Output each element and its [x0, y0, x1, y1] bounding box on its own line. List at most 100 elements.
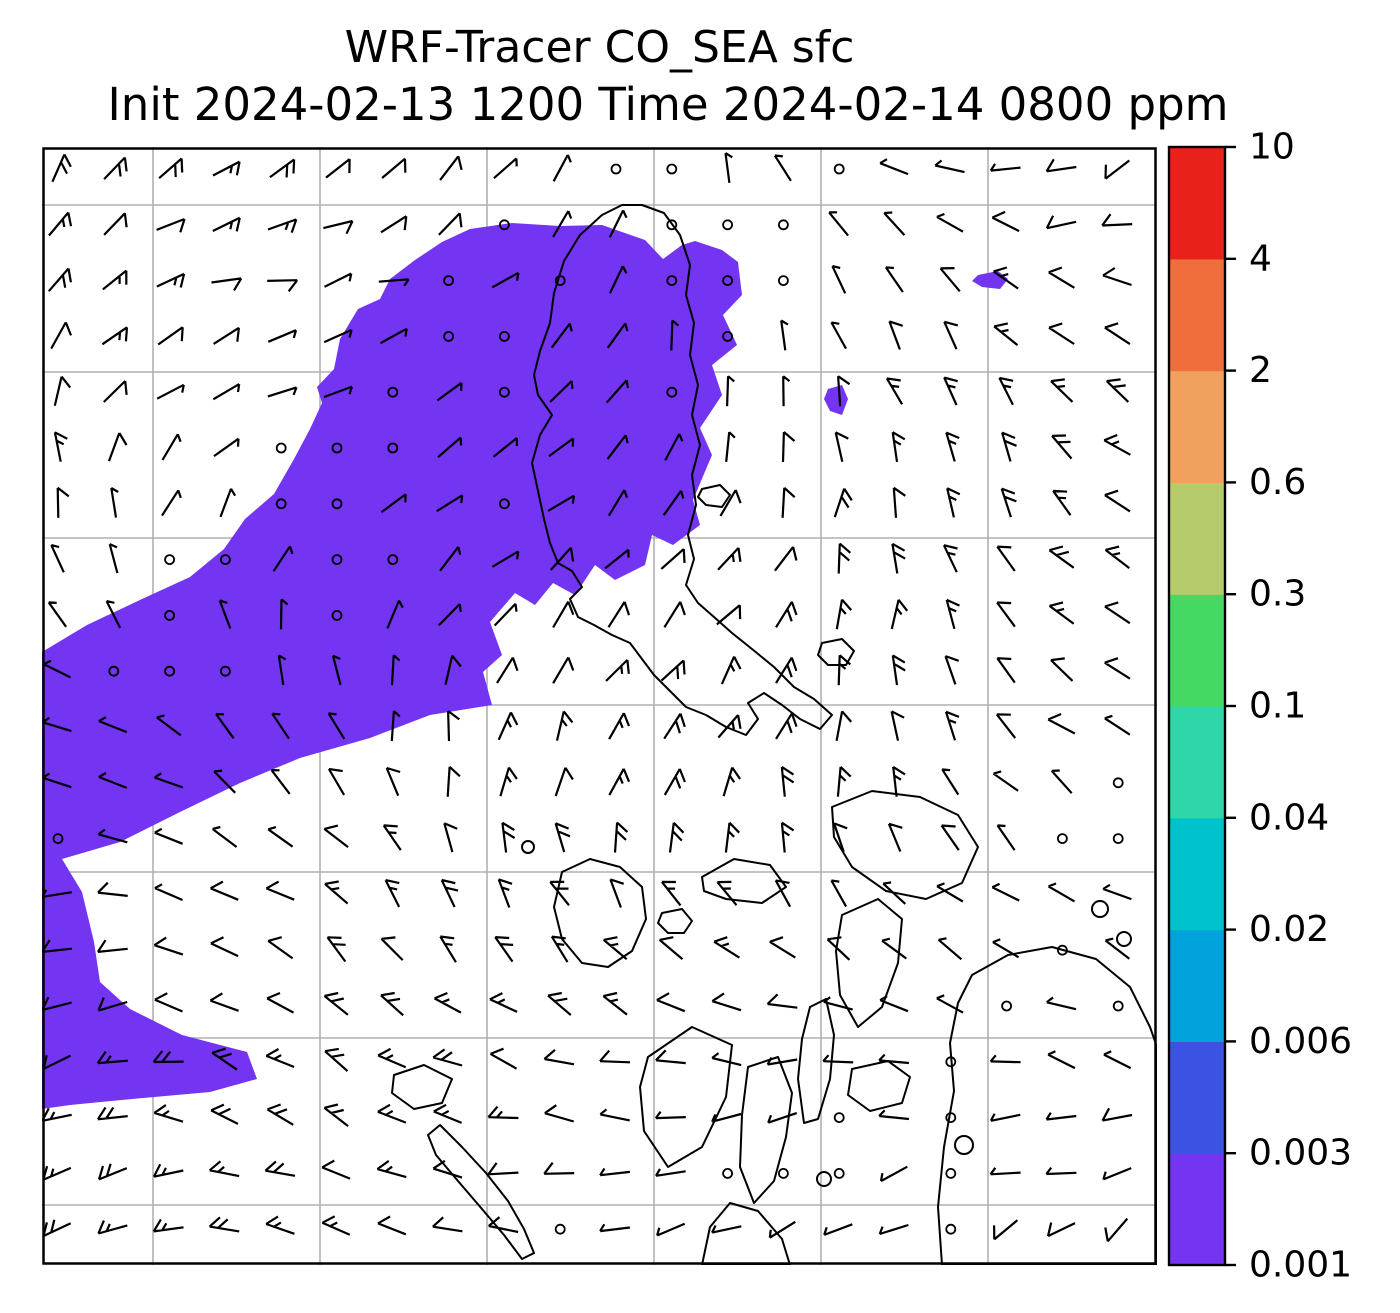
calm-wind-marker — [945, 1056, 957, 1068]
coastline-bohol — [847, 1060, 911, 1112]
coastline-panay — [639, 1026, 733, 1168]
coastline-samar — [831, 790, 979, 900]
calm-wind-marker — [945, 1168, 957, 1179]
wind-barbs — [42, 152, 1133, 1243]
colorbar-band — [1169, 929, 1225, 1042]
calm-wind-marker — [52, 833, 64, 844]
calm-wind-marker — [833, 1112, 845, 1123]
coastline-mindoro — [553, 858, 647, 968]
tracer-plume-region — [42, 223, 1008, 1109]
calm-wind-marker — [1112, 1000, 1124, 1012]
calm-wind-marker — [219, 554, 231, 566]
plot-title: WRF-Tracer CO_SEA sfc — [344, 22, 855, 73]
tracer-plume-patch — [824, 385, 848, 415]
calm-wind-marker — [778, 275, 789, 287]
calm-wind-marker — [666, 219, 678, 231]
colorbar-tick-label: 4 — [1249, 238, 1272, 279]
calm-wind-marker — [1001, 1000, 1012, 1012]
calm-wind-marker — [331, 609, 343, 621]
colorbar-band — [1169, 817, 1225, 931]
calm-wind-marker — [722, 219, 733, 231]
calm-wind-marker — [722, 1168, 733, 1179]
coastline-island — [391, 1064, 453, 1110]
calm-wind-marker — [666, 386, 678, 398]
calm-wind-marker — [331, 442, 343, 454]
coastline-islet — [1116, 931, 1132, 947]
colorbar-tick-label: 0.04 — [1249, 797, 1329, 838]
calm-wind-marker — [387, 554, 399, 566]
colorbar-tick-label: 0.1 — [1249, 686, 1306, 727]
coastline-island — [657, 908, 693, 934]
coastline-island — [817, 638, 855, 666]
calm-wind-marker — [722, 330, 733, 342]
colorbar-tick-label: 0.001 — [1249, 1245, 1352, 1284]
colorbar-band — [1169, 370, 1225, 483]
calm-wind-marker — [554, 1223, 566, 1235]
coastline-masbate — [701, 858, 787, 904]
colorbar-band — [1169, 147, 1225, 260]
coastline-leyte — [835, 898, 903, 1028]
calm-wind-marker — [443, 330, 455, 342]
calm-wind-marker — [498, 219, 510, 231]
calm-wind-marker — [498, 330, 510, 342]
colorbar-tick-label: 10 — [1249, 131, 1295, 168]
calm-wind-marker — [331, 554, 343, 566]
coastline-luzon — [531, 204, 833, 736]
colorbar-band — [1169, 594, 1225, 707]
calm-wind-marker — [219, 665, 231, 677]
wind-barbs-layer — [42, 152, 1133, 1243]
calm-wind-marker — [722, 275, 733, 287]
colorbar-tick-label: 0.02 — [1249, 909, 1329, 950]
calm-wind-marker — [666, 275, 678, 287]
calm-wind-marker — [1112, 833, 1124, 844]
colorbar-tick-label: 0.3 — [1249, 574, 1306, 615]
calm-wind-marker — [164, 665, 175, 677]
calm-wind-marker — [387, 442, 399, 454]
calm-wind-marker — [610, 163, 622, 175]
colorbar-tick-label: 2 — [1249, 350, 1272, 391]
calm-wind-marker — [778, 1168, 789, 1179]
calm-wind-marker — [1057, 833, 1068, 844]
coastline-islet — [816, 1171, 832, 1187]
colorbar-band — [1169, 1041, 1225, 1154]
calm-wind-marker — [387, 386, 399, 398]
calm-wind-marker — [945, 1112, 957, 1123]
calm-wind-marker — [498, 386, 510, 398]
coastline-negros — [739, 1056, 793, 1204]
calm-wind-marker — [945, 1223, 957, 1235]
calm-wind-marker — [275, 498, 287, 510]
colorbar-tick-label: 0.6 — [1249, 462, 1306, 503]
map-border — [42, 147, 1157, 1265]
calm-wind-marker — [554, 275, 566, 287]
calm-wind-marker — [498, 498, 510, 510]
plot-subtitle: Init 2024-02-13 1200 Time 2024-02-14 080… — [107, 78, 1229, 131]
calm-wind-marker — [108, 665, 120, 677]
coastline-islet — [521, 840, 535, 854]
coastline-islet — [954, 1135, 974, 1155]
calm-wind-marker — [1112, 777, 1124, 789]
coastline-island — [697, 484, 731, 508]
colorbar-band — [1169, 706, 1225, 819]
colorbar-band — [1169, 258, 1225, 372]
coastline-palawan — [427, 1124, 535, 1260]
calm-wind-marker — [833, 163, 845, 175]
calm-wind-marker — [443, 275, 455, 287]
calm-wind-marker — [778, 219, 789, 231]
calm-wind-marker — [833, 1168, 845, 1179]
calm-wind-marker — [164, 554, 175, 566]
tracer-plume-patch — [972, 271, 1008, 289]
calm-wind-marker — [164, 609, 175, 621]
calm-wind-marker — [275, 442, 287, 454]
calm-wind-marker — [666, 163, 678, 175]
coastline-mindanao — [937, 946, 1157, 1265]
colorbar-tick-label: 0.006 — [1249, 1021, 1352, 1062]
coastline-islet — [1091, 900, 1109, 918]
colorbar-tick-label: 0.003 — [1249, 1133, 1352, 1174]
coastline-island — [701, 1202, 791, 1265]
colorbar-band — [1169, 482, 1225, 595]
calm-wind-marker — [331, 498, 343, 510]
coastline-cebu — [797, 998, 835, 1124]
colorbar-band — [1169, 1153, 1225, 1266]
calm-wind-marker — [1057, 944, 1068, 956]
